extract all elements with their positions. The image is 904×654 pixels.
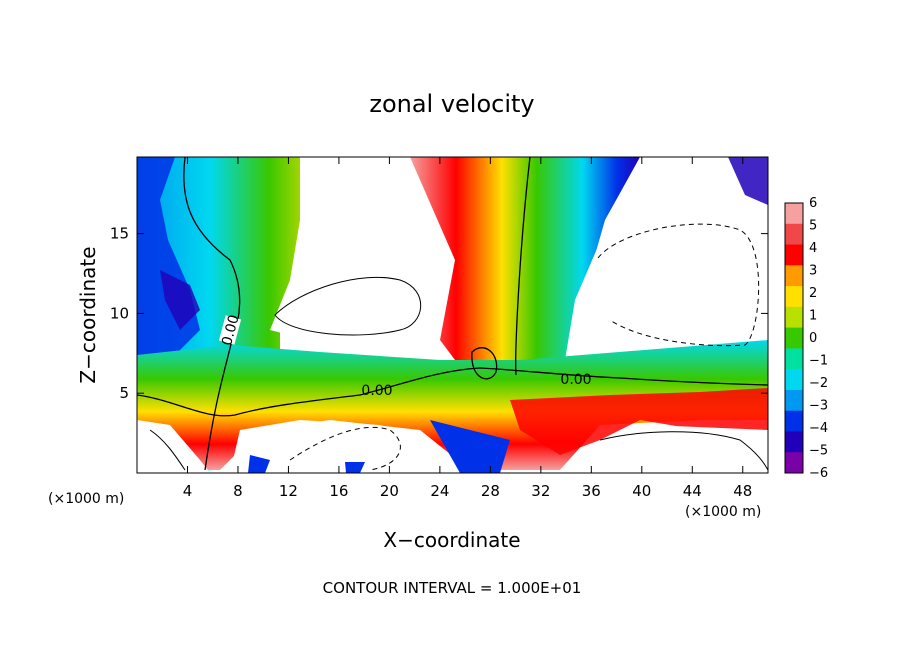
x-tick-label: 4 — [183, 482, 193, 500]
colorbar-swatch — [785, 389, 803, 412]
chart-title: zonal velocity — [369, 90, 534, 118]
x-unit-label-left: (×1000 m) — [48, 491, 124, 507]
colorbar-frame — [784, 202, 804, 474]
y-tick-label: 10 — [110, 304, 129, 322]
contour-loop-upper — [274, 276, 422, 336]
colorbar-label: 3 — [809, 264, 817, 279]
colorbar-label: 2 — [809, 286, 817, 301]
x-tick-label: 32 — [531, 482, 550, 500]
field-lower-blue-3 — [345, 462, 365, 473]
contour-zero-left — [183, 157, 241, 471]
contour-loop-small — [471, 347, 498, 380]
field-band-left-blue — [137, 157, 200, 385]
colorbar-label: 6 — [809, 196, 817, 211]
contour-interval-note: CONTOUR INTERVAL = 1.000E+01 — [323, 579, 582, 597]
colorbar: 6 5 4 3 2 1 0 −1 −2 −3 −4 −5 −6 — [784, 196, 828, 481]
colorbar-label: 5 — [809, 219, 817, 234]
colorbar-swatch — [785, 410, 803, 432]
colorbar-swatch — [785, 431, 803, 453]
field-right-strip — [728, 157, 768, 205]
field-pocket-white-1 — [270, 157, 440, 345]
contour-lower-right — [599, 431, 768, 471]
colorbar-label: −6 — [809, 466, 828, 481]
y-axis-ticks: 5 10 15 — [110, 225, 768, 402]
colorbar-label: −3 — [809, 399, 828, 414]
field-band-center — [410, 157, 640, 380]
x-tick-label: 24 — [430, 482, 449, 500]
colorbar-swatch — [785, 369, 803, 391]
colorbar-label: −2 — [809, 376, 828, 391]
x-axis-label: X−coordinate — [383, 528, 520, 552]
y-tick-label: 5 — [119, 384, 129, 402]
colorbar-swatch — [785, 203, 803, 225]
x-tick-label: 28 — [481, 482, 500, 500]
field-pocket-white-2 — [585, 157, 768, 348]
x-tick-label: 12 — [279, 482, 298, 500]
x-tick-label: 16 — [329, 482, 348, 500]
plot-frame — [136, 156, 769, 474]
field-band-middle — [137, 340, 768, 470]
y-axis-label: Z−coordinate — [76, 246, 100, 383]
colorbar-label: 1 — [809, 309, 817, 324]
contour-zero-middle — [137, 367, 768, 417]
heatmap-field — [137, 157, 768, 473]
x-tick-label: 8 — [233, 482, 243, 500]
contour-zero-center — [514, 157, 531, 376]
contour-dashed-right — [597, 223, 760, 347]
colorbar-swatch — [785, 223, 803, 246]
contour-label-1: 0.00 — [219, 313, 243, 347]
field-band-left-purple — [160, 270, 200, 330]
colorbar-label: −4 — [809, 421, 828, 436]
contour-label-3: 0.00 — [560, 372, 591, 388]
field-lower-blue-2 — [248, 455, 270, 473]
x-tick-label: 20 — [380, 482, 399, 500]
x-unit-label-right: (×1000 m) — [685, 504, 761, 520]
field-lower-right-white — [570, 425, 768, 473]
colorbar-swatch — [785, 244, 803, 266]
x-tick-label: 44 — [683, 482, 702, 500]
field-lower-right-red — [510, 388, 768, 455]
colorbar-swatch — [785, 265, 803, 287]
contour-lines — [137, 157, 768, 471]
colorbar-swatch — [785, 306, 803, 329]
contour-label-2: 0.00 — [361, 383, 392, 399]
colorbar-swatch — [785, 452, 803, 474]
contour-lower-left — [149, 429, 186, 471]
x-tick-label: 40 — [632, 482, 651, 500]
x-tick-label: 48 — [733, 482, 752, 500]
colorbar-swatch — [785, 348, 803, 370]
colorbar-swatch — [785, 327, 803, 349]
x-axis-ticks: 4 8 12 16 20 24 28 32 36 40 44 48 — [183, 157, 752, 500]
colorbar-label: 0 — [809, 331, 817, 346]
contour-dashed-lower — [289, 426, 401, 471]
colorbar-label: −5 — [809, 444, 828, 459]
colorbar-label: −1 — [809, 354, 828, 369]
colorbar-label: 4 — [809, 241, 817, 256]
x-tick-label: 36 — [582, 482, 601, 500]
colorbar-swatch — [785, 286, 803, 308]
field-lower-blue-1 — [430, 420, 510, 473]
y-tick-label: 15 — [110, 225, 129, 243]
